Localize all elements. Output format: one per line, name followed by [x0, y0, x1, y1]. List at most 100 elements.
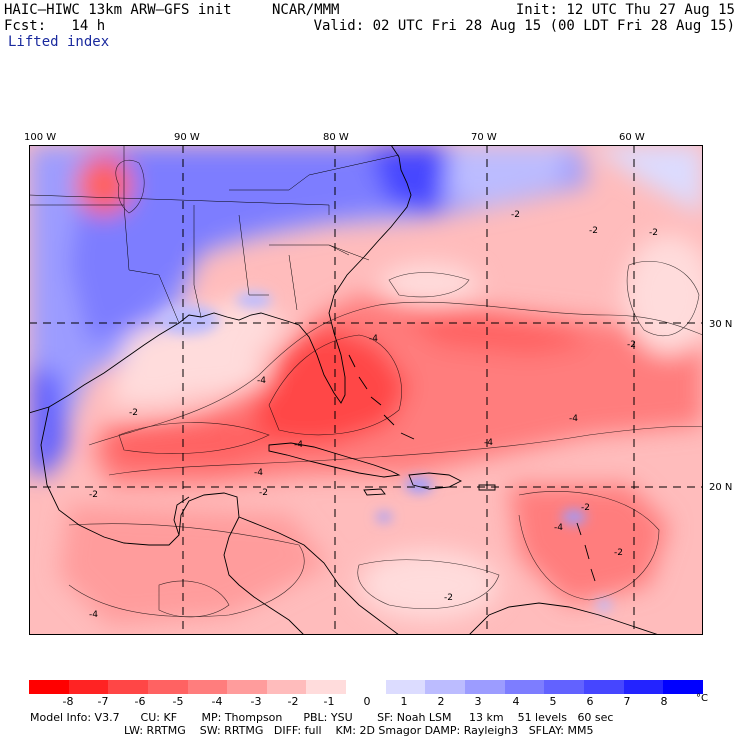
- cuba: [268, 442, 401, 478]
- unstable-core-3: [389, 305, 589, 355]
- contour-label: -4: [254, 468, 263, 478]
- lon-label-80w: 80 W: [323, 132, 349, 143]
- scale-tick: 1: [400, 695, 408, 708]
- contour-label: -2: [627, 340, 636, 350]
- weak-region-gulf: [129, 355, 269, 395]
- contour-label: -2: [589, 226, 598, 236]
- stable-spot-south: [596, 599, 612, 611]
- scale-tick: 6: [586, 695, 594, 708]
- caribbean-band: [59, 505, 329, 625]
- scale-tick: 2: [437, 695, 445, 708]
- scale-swatch: [187, 680, 228, 694]
- contour-label: -4: [554, 523, 563, 533]
- contour-label: -2: [129, 408, 138, 418]
- scale-tick: -1: [323, 695, 335, 708]
- scale-unit: °C: [696, 693, 708, 704]
- hispaniola: [408, 472, 463, 490]
- weak-region-south: [359, 550, 499, 620]
- scale-swatch: [346, 680, 386, 694]
- model-info-line2: LW: RRTMG SW: RRTMG DIFF: full KM: 2D Sm…: [124, 724, 594, 737]
- stable-region-sw: [29, 365, 69, 475]
- model-title: HAIC–HIWC 13km ARW–GFS init: [4, 2, 232, 18]
- jamaica: [363, 488, 386, 496]
- bahamas: [348, 354, 415, 440]
- contour-label: -2: [259, 488, 268, 498]
- scale-tick: -3: [250, 695, 262, 708]
- scale-swatch: [465, 680, 505, 694]
- lat-label-30n: 30 N: [709, 319, 733, 330]
- south-america: [468, 602, 660, 635]
- contour-label: -2: [511, 210, 520, 220]
- scale-swatch: [147, 680, 188, 694]
- caribbean-east: [509, 485, 669, 605]
- scale-swatch: [68, 680, 109, 694]
- valid-time: Valid: 02 UTC Fri 28 Aug 15 (00 LDT Fri …: [313, 18, 735, 34]
- scale-tick: 5: [549, 695, 557, 708]
- scale-swatch: [583, 680, 624, 694]
- scale-swatch: [108, 680, 148, 694]
- stable-region-ne-ocean: [449, 145, 569, 205]
- us-gulf-coast: [29, 145, 412, 414]
- contour-label: -4: [257, 376, 266, 386]
- stable-spot-texas: [159, 305, 219, 335]
- lon-label-70w: 70 W: [471, 132, 497, 143]
- lon-label-100w: 100 W: [24, 132, 57, 143]
- field-name: Lifted index: [8, 34, 110, 50]
- scale-tick: 7: [623, 695, 631, 708]
- model-info-line1: Model Info: V3.7 CU: KF MP: Thompson PBL…: [30, 711, 614, 724]
- contours: [68, 159, 703, 618]
- scale-tick: -7: [97, 695, 109, 708]
- unstable-core: [249, 325, 409, 445]
- contour-label: -4: [569, 414, 578, 424]
- contour-label: -2: [581, 503, 590, 513]
- scale-tick: 3: [474, 695, 482, 708]
- puerto-rico: [478, 484, 496, 491]
- state-borders: [29, 145, 400, 324]
- scale-swatch: [306, 680, 347, 694]
- init-time: Init: 12 UTC Thu 27 Aug 15: [515, 2, 735, 18]
- contour-labels: -2 -4 -2 -2 -4 -2 -4 -2 -4 -2 -2 -4 -2 -…: [89, 210, 658, 620]
- central-america: [238, 516, 400, 635]
- contour-label: -4: [484, 438, 493, 448]
- latlon-grid: [29, 145, 703, 635]
- scale-tick: -8: [62, 695, 74, 708]
- scale-tick: 0: [363, 695, 371, 708]
- weak-region-atlantic: [624, 235, 703, 355]
- scale-swatch: [544, 680, 584, 694]
- scale-tick: -4: [211, 695, 223, 708]
- scale-swatch: [425, 680, 466, 694]
- lon-label-90w: 90 W: [174, 132, 200, 143]
- scale-swatch: [385, 680, 426, 694]
- weak-region-bahamas: [379, 263, 479, 307]
- lon-label-60w: 60 W: [619, 132, 645, 143]
- contour-label: -2: [89, 490, 98, 500]
- stable-region-atl: [589, 145, 703, 215]
- stable-spot-hispaniola: [405, 477, 433, 493]
- unstable-spot-west: [76, 155, 132, 215]
- stable-region-mid: [69, 145, 429, 345]
- scale-swatch: [266, 680, 307, 694]
- lat-label-20n: 20 N: [709, 482, 733, 493]
- scale-swatch: [623, 680, 664, 694]
- scale-tick: 8: [660, 695, 668, 708]
- scale-swatch: [663, 680, 703, 694]
- stable-spot-ga: [236, 292, 272, 308]
- contour-label: -4: [89, 610, 98, 620]
- stable-spot-lesser: [562, 510, 586, 524]
- scale-tick: -2: [287, 695, 299, 708]
- stable-region-ne: [369, 145, 449, 215]
- map-frame: [29, 145, 703, 635]
- contour-label: -4: [294, 440, 303, 450]
- scale-tick: -5: [172, 695, 184, 708]
- scale-swatch: [227, 680, 267, 694]
- center-label: NCAR/MMM: [272, 2, 340, 18]
- scale-swatch: [29, 680, 69, 694]
- scale-swatch: [504, 680, 545, 694]
- contour-label: -2: [444, 593, 453, 603]
- lifted-index-map: -2 -4 -2 -2 -4 -2 -4 -2 -4 -2 -2 -4 -2 -…: [29, 145, 703, 635]
- contour-label: -4: [369, 334, 378, 344]
- forecast-hour: Fcst: 14 h: [4, 18, 106, 34]
- color-scale: [29, 680, 703, 694]
- mexico-coast: [29, 406, 305, 635]
- scale-tick: -6: [134, 695, 146, 708]
